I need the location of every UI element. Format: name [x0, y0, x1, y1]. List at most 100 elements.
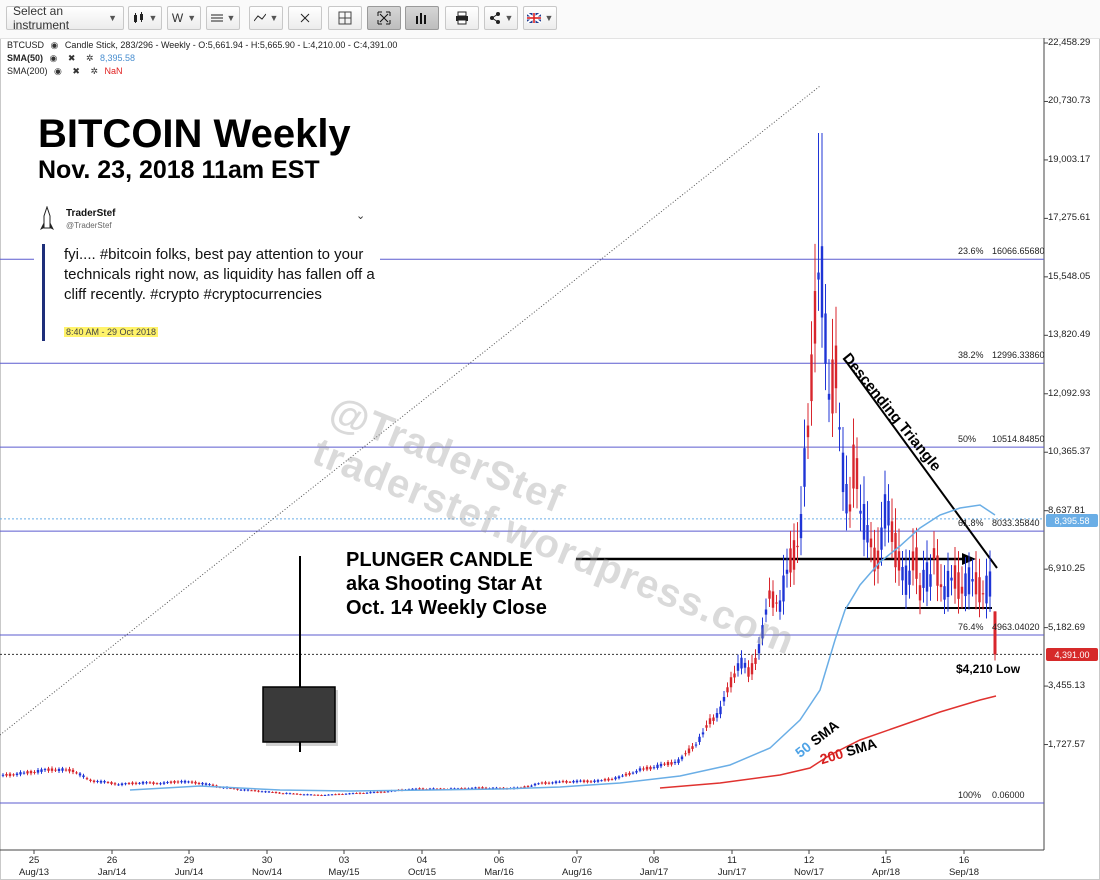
low-price-label: $4,210 Low	[956, 662, 1021, 676]
candle-body	[22, 772, 26, 774]
candle-body	[852, 444, 855, 489]
candle-body	[414, 788, 418, 790]
chart-type-button[interactable]: ▼	[128, 6, 162, 30]
candle-body	[631, 772, 635, 774]
candle-body	[491, 787, 495, 789]
candle-body	[715, 713, 719, 718]
x-tick-month: May/15	[328, 867, 360, 878]
sma50-line	[129, 504, 996, 792]
x-tick-day: 07	[571, 855, 583, 866]
candle-body	[166, 782, 169, 784]
candle-body	[848, 504, 852, 512]
candle-body	[120, 783, 124, 786]
language-button[interactable]: ▼	[523, 6, 557, 30]
x-tick-day: 15	[880, 855, 892, 866]
drawing-icon	[253, 13, 266, 22]
gear-icon[interactable]: ✲	[90, 66, 99, 76]
x-tick-day: 16	[958, 855, 970, 866]
close-icon[interactable]: ✖	[72, 66, 80, 76]
sma-layer	[129, 504, 997, 792]
candle-body	[705, 725, 708, 728]
candle-body	[236, 788, 239, 790]
overlay-title: BITCOIN Weekly	[38, 112, 351, 156]
share-button[interactable]: ▼	[484, 6, 518, 30]
fib-pct-label: 76.4%	[958, 622, 984, 633]
y-tick-label: 19,003.17	[1048, 153, 1091, 165]
candle-body	[925, 562, 929, 592]
candle-body	[292, 793, 295, 795]
candle-body	[953, 565, 957, 589]
candle-body	[869, 538, 873, 548]
candle-body	[946, 570, 950, 598]
candle-body	[295, 793, 299, 795]
candle-body	[827, 393, 831, 400]
clear-drawings-button[interactable]	[288, 6, 322, 30]
candle-body	[589, 781, 593, 783]
candle-body	[691, 746, 694, 749]
candle-body	[29, 771, 33, 774]
candle-body	[932, 548, 936, 559]
candle-body	[960, 586, 964, 594]
interval-button[interactable]: W ▼	[167, 6, 201, 30]
plunger-line-3: Oct. 14 Weekly Close	[346, 597, 547, 619]
fit-screen-button[interactable]	[367, 6, 401, 30]
volume-button[interactable]	[405, 6, 439, 30]
candle-body	[278, 792, 281, 794]
candle-body	[362, 792, 365, 794]
candle-body	[358, 792, 362, 794]
eye-icon[interactable]: ◉	[49, 53, 58, 63]
y-tick-label: 17,275.61	[1048, 212, 1091, 224]
candle-body	[712, 717, 715, 721]
y-tick-label: 20,730.73	[1048, 95, 1091, 107]
candle-body	[582, 780, 586, 783]
candle-body	[733, 673, 736, 678]
candle-body	[180, 781, 183, 783]
candle-body	[820, 246, 824, 318]
close-icon[interactable]: ✖	[67, 53, 76, 63]
gear-icon[interactable]: ✲	[85, 53, 94, 63]
candle-body	[271, 791, 274, 793]
candle-body	[911, 551, 915, 571]
legend-sma200-name: SMA(200)	[7, 66, 48, 76]
tweet-text: fyi.... #bitcoin folks, best pay attenti…	[64, 246, 375, 303]
candle-body	[313, 794, 316, 796]
eye-icon[interactable]: ◉	[54, 66, 62, 76]
candle-body	[243, 789, 246, 791]
candle-body	[890, 521, 894, 542]
candle-body	[628, 772, 631, 775]
candle-body	[684, 753, 687, 755]
candle-body	[670, 762, 673, 765]
x-tick-day: 03	[338, 855, 350, 866]
drawing-tools-button[interactable]: ▼	[249, 6, 283, 30]
candle-body	[257, 790, 260, 792]
candle-body	[897, 551, 901, 571]
candle-body	[873, 547, 876, 572]
candle-body	[141, 781, 145, 784]
x-tick-month: Jan/14	[97, 867, 127, 878]
candle-body	[281, 793, 285, 795]
candle-body	[117, 784, 120, 786]
candle-body	[551, 782, 554, 784]
x-tick-day: 29	[183, 855, 195, 866]
eye-icon[interactable]: ◉	[50, 40, 59, 50]
candle-body	[915, 547, 918, 579]
instrument-select[interactable]: Select an instrument ▼	[6, 4, 124, 32]
candle-body	[484, 787, 488, 789]
crosshair-button[interactable]	[328, 6, 362, 30]
candle-body	[229, 788, 232, 790]
candle-body	[554, 781, 558, 784]
candle-body	[621, 775, 624, 777]
candle-body	[803, 448, 806, 487]
candle-body	[785, 569, 789, 574]
x-tick-month: Jan/17	[639, 867, 669, 878]
annotation-lines	[0, 85, 1044, 804]
candle-body	[761, 625, 764, 639]
indicators-button[interactable]: ▼	[206, 6, 240, 30]
candle-body	[355, 793, 358, 795]
candle-body	[834, 345, 838, 389]
candle-body	[5, 774, 8, 776]
candle-body	[526, 786, 530, 788]
candle-body	[208, 784, 211, 786]
print-button[interactable]	[445, 6, 479, 30]
